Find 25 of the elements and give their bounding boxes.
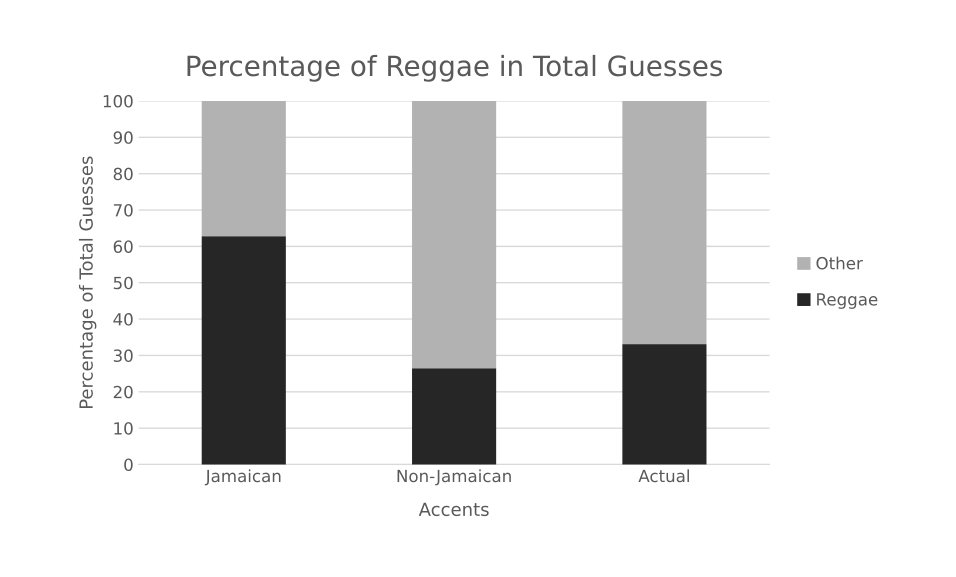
- y-tick-label: 10: [114, 422, 133, 435]
- y-axis-title: Percentage of Total Guesses: [78, 156, 96, 408]
- legend-label: Reggae: [817, 293, 878, 309]
- x-axis-title: Accents: [418, 502, 489, 516]
- bar: [622, 100, 706, 344]
- y-tick-label: 20: [114, 386, 133, 398]
- y-tick-label: 0: [124, 458, 133, 472]
- x-tick-label: Jamaican: [204, 469, 280, 486]
- y-tick-label: 80: [114, 168, 133, 180]
- bar: [202, 100, 286, 236]
- y-tick-label: 30: [114, 349, 133, 362]
- bar: [202, 236, 286, 464]
- y-tick-label: 40: [113, 313, 133, 326]
- bar: [412, 100, 496, 369]
- bar: [622, 344, 706, 464]
- y-tick-label: 60: [114, 240, 133, 253]
- x-tick-label: Non-Jamaican: [398, 469, 511, 486]
- y-tick-label: 50: [114, 276, 133, 290]
- bar: [412, 368, 496, 464]
- x-tick-label: Actual: [638, 469, 689, 482]
- y-tick-label: 70: [114, 204, 133, 217]
- y-tick-label: 90: [114, 131, 133, 144]
- y-tick-label: 100: [104, 94, 133, 108]
- chart-title: Percentage of Reggae in Total Guesses: [188, 54, 722, 82]
- legend-label: Other: [816, 256, 863, 270]
